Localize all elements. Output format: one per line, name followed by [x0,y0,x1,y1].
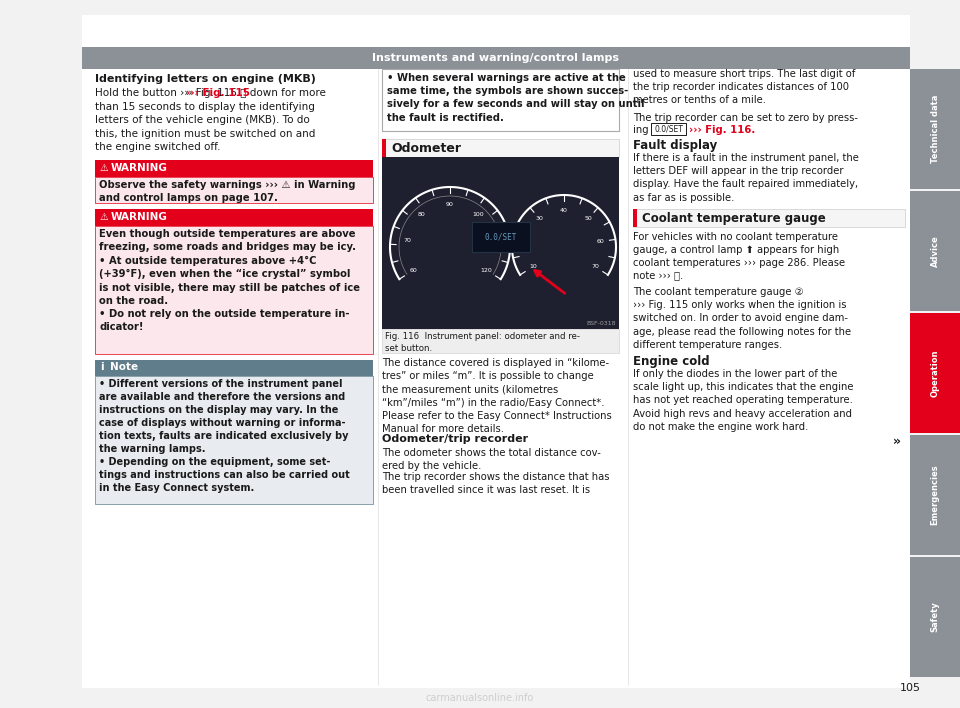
FancyBboxPatch shape [382,69,619,131]
Text: Identifying letters on engine (MKB): Identifying letters on engine (MKB) [95,74,316,84]
Text: • Different versions of the instrument panel
are available and therefore the ver: • Different versions of the instrument p… [99,379,349,493]
Text: ››› Fig. 116.: ››› Fig. 116. [689,125,756,135]
Text: If there is a fault in the instrument panel, the
letters DEF will appear in the : If there is a fault in the instrument pa… [633,153,859,202]
Text: 0.0/SET: 0.0/SET [654,125,683,134]
FancyBboxPatch shape [910,191,960,311]
Text: 0.0/SET: 0.0/SET [485,232,517,241]
Text: 60: 60 [597,239,605,244]
FancyBboxPatch shape [910,435,960,555]
Text: »: » [893,435,901,448]
Text: Even though outside temperatures are above
freezing, some roads and bridges may : Even though outside temperatures are abo… [99,229,356,252]
Text: Emergencies: Emergencies [930,464,940,525]
FancyBboxPatch shape [95,177,373,203]
FancyBboxPatch shape [95,209,373,226]
Text: 105: 105 [900,683,921,693]
Text: The trip recorder can be set to zero by press-: The trip recorder can be set to zero by … [633,113,858,123]
Text: Note: Note [110,362,138,372]
Text: 60: 60 [410,268,418,273]
Text: Odometer: Odometer [391,142,461,155]
Text: 10: 10 [529,264,537,269]
FancyBboxPatch shape [382,157,619,329]
Text: ⚠: ⚠ [100,163,108,173]
Text: Operation: Operation [930,349,940,396]
Text: ⚠: ⚠ [100,212,108,222]
Text: BSF-0318: BSF-0318 [587,321,616,326]
Text: The trip recorder shows the distance that has
been travelled since it was last r: The trip recorder shows the distance tha… [382,472,610,495]
FancyBboxPatch shape [82,47,910,69]
Text: ing: ing [633,125,649,135]
Text: carmanualsonline.info: carmanualsonline.info [426,693,534,703]
Text: 90: 90 [446,202,454,207]
Text: WARNING: WARNING [111,212,168,222]
Text: 30: 30 [536,217,543,222]
FancyBboxPatch shape [910,313,960,433]
FancyBboxPatch shape [910,557,960,677]
FancyBboxPatch shape [82,15,910,688]
Text: The distance covered is displayed in “kilome-
tres” or miles “m”. It is possible: The distance covered is displayed in “ki… [382,358,612,434]
Text: Instruments and warning/control lamps: Instruments and warning/control lamps [372,53,619,63]
Text: Observe the safety warnings ››› ⚠ in Warning
and control lamps on page 107.: Observe the safety warnings ››› ⚠ in War… [99,180,355,203]
Text: Odometer/trip recorder: Odometer/trip recorder [382,434,528,444]
FancyBboxPatch shape [95,226,373,354]
Text: The coolant temperature gauge ②
››› Fig. 115 only works when the ignition is
swi: The coolant temperature gauge ② ››› Fig.… [633,287,852,350]
FancyBboxPatch shape [95,160,373,177]
FancyBboxPatch shape [651,123,686,135]
FancyBboxPatch shape [382,139,386,157]
FancyBboxPatch shape [382,139,619,157]
FancyBboxPatch shape [633,209,905,227]
FancyBboxPatch shape [633,209,637,227]
FancyBboxPatch shape [382,329,619,353]
FancyBboxPatch shape [910,69,960,189]
Text: Fault display: Fault display [633,139,717,152]
Text: • At outside temperatures above +4°C
(+39°F), even when the “ice crystal” symbol: • At outside temperatures above +4°C (+3… [99,256,360,332]
Text: • When several warnings are active at the
same time, the symbols are shown succe: • When several warnings are active at th… [387,73,644,122]
Text: WARNING: WARNING [111,163,168,173]
Text: ››› Fig. 115: ››› Fig. 115 [186,88,250,98]
Text: Advice: Advice [930,235,940,267]
Text: Hold the button ››› Fig. 115 ⓔ down for more
than 15 seconds to display the iden: Hold the button ››› Fig. 115 ⓔ down for … [95,88,325,152]
FancyBboxPatch shape [472,222,530,252]
Text: Fig. 116  Instrument panel: odometer and re-
set button.: Fig. 116 Instrument panel: odometer and … [385,332,580,353]
Text: Safety: Safety [930,602,940,632]
Text: 110: 110 [487,238,498,244]
FancyBboxPatch shape [95,376,373,504]
Text: 70: 70 [591,264,599,269]
Text: Coolant temperature gauge: Coolant temperature gauge [642,212,826,225]
Text: used to measure short trips. The last digit of
the trip recorder indicates dista: used to measure short trips. The last di… [633,69,855,105]
Text: The odometer shows the total distance cov-
ered by the vehicle.: The odometer shows the total distance co… [382,448,601,472]
Text: For vehicles with no coolant temperature
gauge, a control lamp ⬆ appears for hig: For vehicles with no coolant temperature… [633,232,845,282]
Text: 20: 20 [523,239,531,244]
Text: 70: 70 [403,238,412,244]
Text: Engine cold: Engine cold [633,355,709,368]
Text: i: i [100,362,104,372]
Text: 120: 120 [480,268,492,273]
FancyBboxPatch shape [95,360,373,376]
Text: 100: 100 [472,212,484,217]
Text: Technical data: Technical data [930,95,940,163]
Text: 80: 80 [418,212,426,217]
Text: If only the diodes in the lower part of the
scale light up, this indicates that : If only the diodes in the lower part of … [633,369,853,432]
Text: 40: 40 [560,207,568,212]
Text: 50: 50 [585,217,592,222]
